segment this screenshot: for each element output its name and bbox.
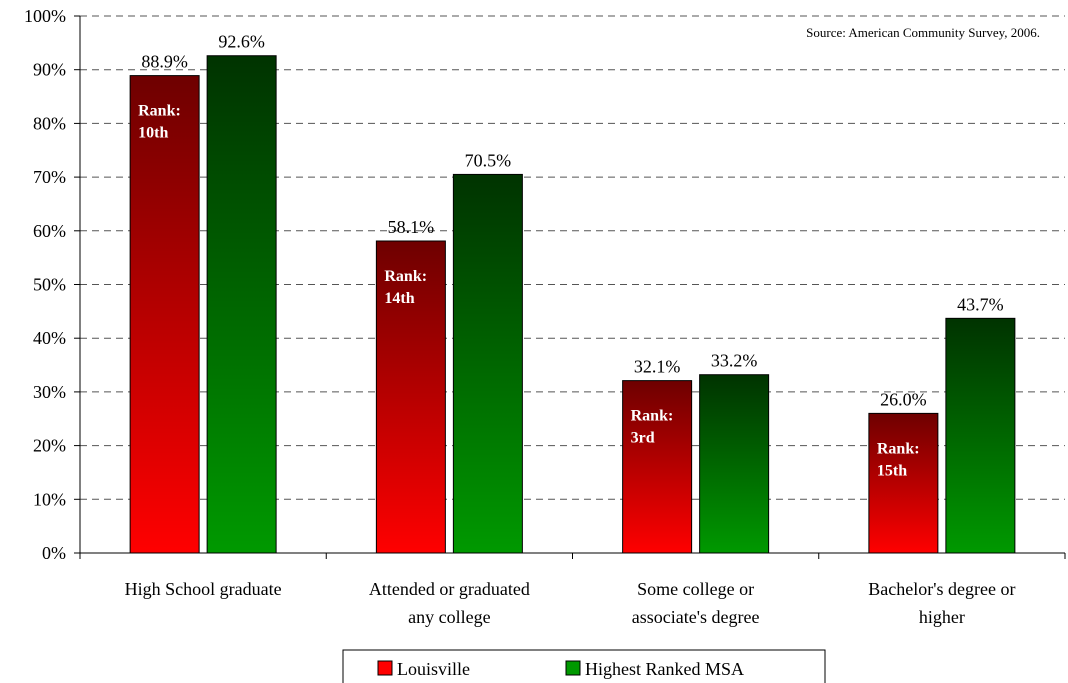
data-label-louisville: 32.1% bbox=[634, 357, 681, 377]
y-tick-label: 0% bbox=[42, 543, 66, 563]
y-axis: 0% 10% 20% 30% 40% 50% 60% 70% 80% 90% 100% bbox=[24, 6, 81, 563]
y-tick-label: 40% bbox=[33, 328, 66, 348]
data-label-louisville: 58.1% bbox=[388, 217, 435, 237]
data-label-louisville: 26.0% bbox=[880, 389, 927, 409]
bar-louisville bbox=[375, 240, 446, 554]
bar-highest-ranked-msa bbox=[452, 173, 523, 554]
data-label-highest-ranked-msa: 33.2% bbox=[711, 351, 758, 371]
y-tick-label: 90% bbox=[33, 60, 66, 80]
data-label-highest-ranked-msa: 92.6% bbox=[218, 32, 265, 52]
x-category-label: Some college or associate's degree bbox=[632, 579, 760, 627]
legend-label-highest-ranked-msa: Highest Ranked MSA bbox=[585, 659, 744, 679]
y-tick-label: 60% bbox=[33, 221, 66, 241]
legend-box bbox=[342, 649, 826, 683]
data-label-highest-ranked-msa: 43.7% bbox=[957, 294, 1004, 314]
legend-swatch-highest-ranked-msa bbox=[565, 660, 581, 676]
y-tick-label: 30% bbox=[33, 382, 66, 402]
bar-highest-ranked-msa bbox=[206, 55, 277, 554]
bar-louisville bbox=[622, 380, 693, 554]
x-category-label: Bachelor's degree or higher bbox=[868, 579, 1015, 627]
rank-label: Rank: 15th bbox=[877, 440, 920, 479]
legend-label-louisville: Louisville bbox=[397, 659, 470, 679]
y-tick-label: 80% bbox=[33, 113, 66, 133]
x-axis: High School graduate Attended or graduate… bbox=[79, 552, 1066, 627]
y-tick-label: 100% bbox=[24, 6, 66, 26]
rank-label: Rank: 3rd bbox=[631, 408, 674, 447]
rank-label: Rank: 10th bbox=[138, 103, 181, 142]
bars: 88.9% Rank: 10th 92.6% 58.1% Rank: 14th 70.5% 32… bbox=[129, 32, 1016, 554]
bar-louisville bbox=[129, 75, 200, 554]
y-tick-label: 10% bbox=[33, 489, 66, 509]
data-label-louisville: 88.9% bbox=[141, 52, 188, 72]
x-category-label: High School graduate bbox=[125, 579, 282, 599]
bar-louisville bbox=[868, 412, 939, 554]
source-annotation: Source: American Community Survey, 2006. bbox=[806, 25, 1040, 40]
bar-highest-ranked-msa bbox=[699, 374, 770, 554]
rank-label: Rank: 14th bbox=[384, 268, 427, 307]
y-tick-label: 50% bbox=[33, 275, 66, 295]
y-tick-label: 20% bbox=[33, 436, 66, 456]
x-category-label: Attended or graduated any college bbox=[369, 579, 530, 627]
data-label-highest-ranked-msa: 70.5% bbox=[465, 150, 512, 170]
legend-swatch-louisville bbox=[377, 660, 393, 676]
bar-highest-ranked-msa bbox=[945, 317, 1016, 554]
legend: Louisville Highest Ranked MSA bbox=[342, 649, 826, 683]
y-tick-label: 70% bbox=[33, 167, 66, 187]
